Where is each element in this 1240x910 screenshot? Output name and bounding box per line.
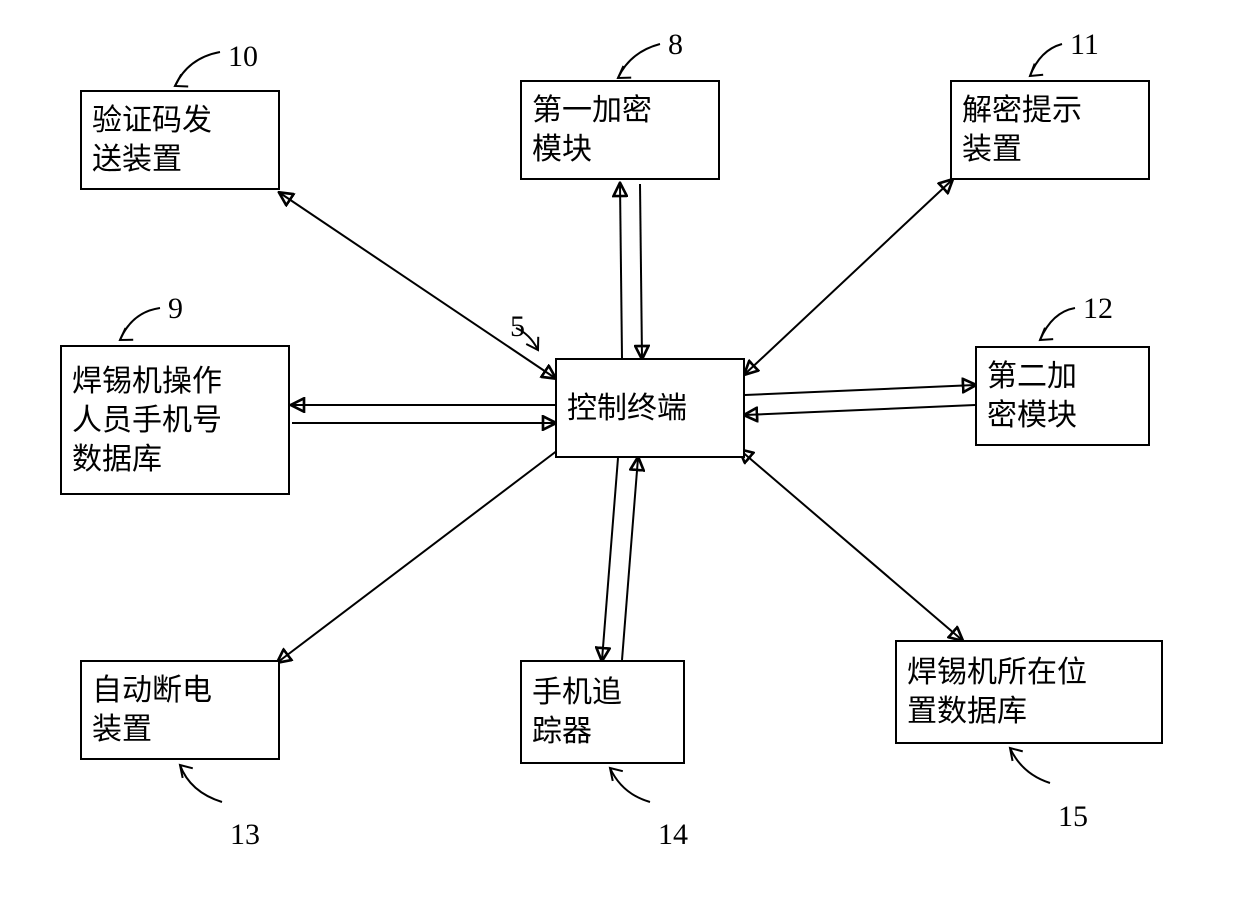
node-label: 手机追 踪器 bbox=[532, 673, 622, 751]
node-label: 控制终端 bbox=[567, 389, 687, 428]
node-label: 焊锡机所在位 置数据库 bbox=[907, 653, 1087, 731]
ref-label-12: 12 bbox=[1083, 292, 1113, 326]
edge bbox=[278, 450, 558, 662]
leader-tip bbox=[1010, 748, 1023, 761]
node-n12: 第二加 密模块 bbox=[975, 346, 1150, 446]
ref-label-8: 8 bbox=[668, 28, 683, 62]
leader-tip bbox=[120, 328, 133, 340]
edge bbox=[280, 193, 555, 378]
node-n8: 第一加密 模块 bbox=[520, 80, 720, 180]
ref-label-9: 9 bbox=[168, 292, 183, 326]
edge bbox=[640, 184, 642, 358]
leader-tip bbox=[610, 768, 623, 781]
node-n13: 自动断电 装置 bbox=[80, 660, 280, 760]
edge bbox=[745, 385, 975, 395]
leader-tip bbox=[175, 74, 188, 86]
leader-tip bbox=[1030, 64, 1043, 76]
leader-tip bbox=[180, 765, 193, 778]
ref-number: 5 bbox=[510, 310, 525, 343]
ref-number: 13 bbox=[230, 818, 260, 851]
ref-label-15: 15 bbox=[1058, 800, 1088, 834]
leader-curve bbox=[1030, 44, 1062, 76]
ref-label-5: 5 bbox=[510, 310, 525, 344]
node-label: 自动断电 装置 bbox=[92, 671, 212, 749]
ref-number: 10 bbox=[228, 40, 258, 73]
leader-curve bbox=[120, 308, 160, 340]
ref-number: 14 bbox=[658, 818, 688, 851]
node-n5: 控制终端 bbox=[555, 358, 745, 458]
ref-label-11: 11 bbox=[1070, 28, 1099, 62]
leader-curve bbox=[610, 768, 650, 802]
ref-label-10: 10 bbox=[228, 40, 258, 74]
ref-number: 11 bbox=[1070, 28, 1099, 61]
ref-label-13: 13 bbox=[230, 818, 260, 852]
node-n9: 焊锡机操作 人员手机号 数据库 bbox=[60, 345, 290, 495]
ref-number: 9 bbox=[168, 292, 183, 325]
node-label: 第二加 密模块 bbox=[987, 357, 1077, 435]
edge bbox=[620, 184, 622, 358]
edge bbox=[622, 458, 638, 660]
edge bbox=[745, 180, 952, 374]
leader-tip bbox=[618, 66, 631, 78]
ref-number: 15 bbox=[1058, 800, 1088, 833]
leader-tip bbox=[1040, 328, 1053, 340]
node-label: 第一加密 模块 bbox=[532, 91, 652, 169]
ref-number: 8 bbox=[668, 28, 683, 61]
node-n14: 手机追 踪器 bbox=[520, 660, 685, 764]
ref-label-14: 14 bbox=[658, 818, 688, 852]
leader-curve bbox=[1010, 748, 1050, 783]
node-label: 验证码发 送装置 bbox=[92, 101, 212, 179]
node-n15: 焊锡机所在位 置数据库 bbox=[895, 640, 1163, 744]
leader-tip bbox=[526, 337, 538, 350]
edge bbox=[740, 450, 962, 640]
node-label: 解密提示 装置 bbox=[962, 91, 1082, 169]
leader-curve bbox=[175, 52, 220, 86]
leader-curve bbox=[1040, 308, 1075, 340]
node-n10: 验证码发 送装置 bbox=[80, 90, 280, 190]
ref-number: 12 bbox=[1083, 292, 1113, 325]
edge bbox=[745, 405, 975, 415]
edge bbox=[602, 458, 618, 660]
leader-curve bbox=[618, 44, 660, 78]
node-n11: 解密提示 装置 bbox=[950, 80, 1150, 180]
node-label: 焊锡机操作 人员手机号 数据库 bbox=[72, 362, 222, 479]
leader-curve bbox=[180, 765, 222, 802]
